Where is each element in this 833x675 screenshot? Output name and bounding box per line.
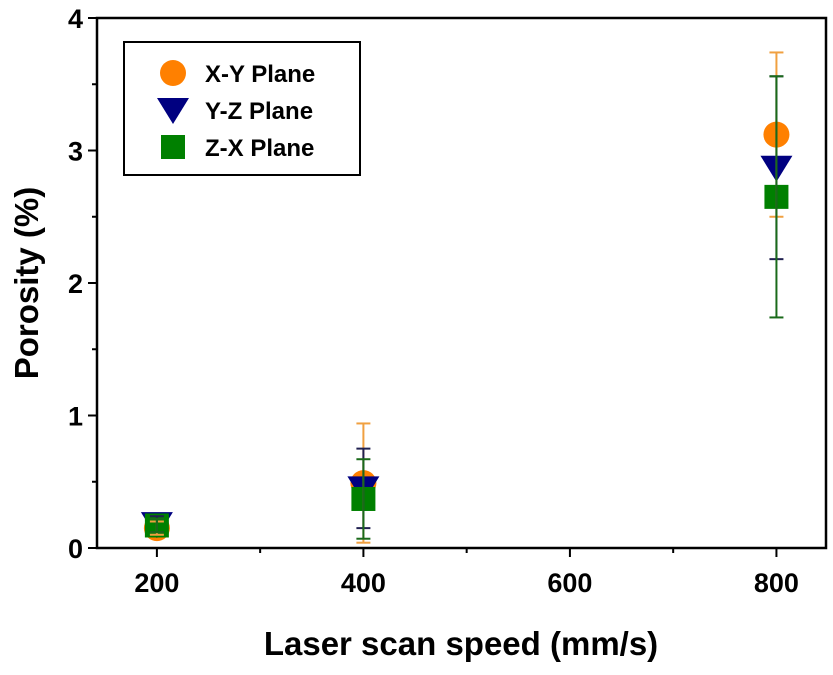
y-tick-label: 4 <box>68 4 83 34</box>
legend-marker-circle <box>160 60 186 86</box>
y-tick-label: 0 <box>68 534 83 564</box>
y-tick-label: 2 <box>68 269 83 299</box>
y-tick-label: 3 <box>68 137 83 167</box>
x-tick-label: 600 <box>547 568 592 598</box>
y-tick-label: 1 <box>68 402 83 432</box>
x-tick-label: 800 <box>754 568 799 598</box>
legend-marker-square <box>161 135 185 159</box>
legend-marker-triangle-down <box>157 98 189 124</box>
x-axis-label: Laser scan speed (mm/s) <box>264 625 658 662</box>
legend-label: Z-X Plane <box>205 135 314 162</box>
x-tick-label: 400 <box>341 568 386 598</box>
legend-label: Y-Z Plane <box>205 98 313 125</box>
legend-label: X-Y Plane <box>205 61 315 88</box>
x-tick-label: 200 <box>134 568 179 598</box>
y-axis-label: Porosity (%) <box>8 187 45 380</box>
